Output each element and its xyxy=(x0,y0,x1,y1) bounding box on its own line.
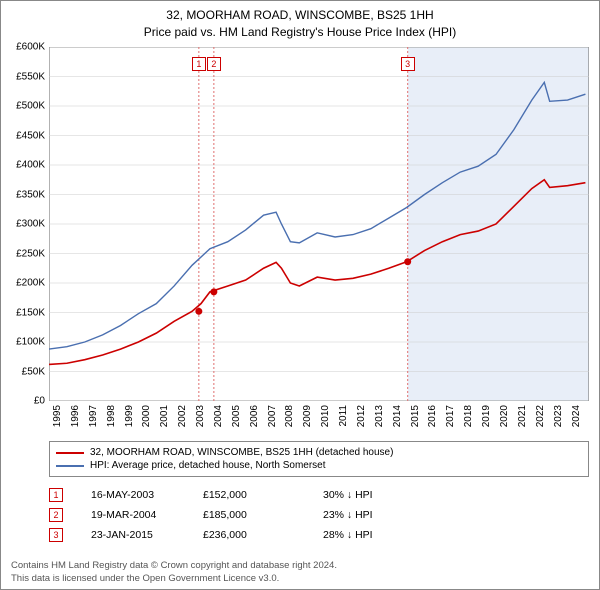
y-tick-label: £400K xyxy=(16,160,45,171)
x-tick-label: 2016 xyxy=(427,405,438,427)
x-tick-label: 1997 xyxy=(88,405,99,427)
sales-table: 1 16-MAY-2003 £152,000 30% ↓ HPI 2 19-MA… xyxy=(49,485,443,545)
legend-row-hpi: HPI: Average price, detached house, Nort… xyxy=(56,459,582,472)
legend-label: HPI: Average price, detached house, Nort… xyxy=(90,460,326,471)
sale-date: 23-JAN-2015 xyxy=(63,529,203,541)
x-tick-label: 2023 xyxy=(553,405,564,427)
title-subtitle: Price paid vs. HM Land Registry's House … xyxy=(1,24,599,41)
sale-price: £152,000 xyxy=(203,489,323,501)
y-tick-label: £0 xyxy=(34,396,45,407)
x-tick-label: 1995 xyxy=(52,405,63,427)
title-address: 32, MOORHAM ROAD, WINSCOMBE, BS25 1HH xyxy=(1,7,599,24)
x-tick-label: 1999 xyxy=(124,405,135,427)
y-tick-label: £550K xyxy=(16,71,45,82)
y-tick-label: £250K xyxy=(16,248,45,259)
x-tick-label: 2001 xyxy=(159,405,170,427)
y-tick-label: £50K xyxy=(22,366,45,377)
x-tick-label: 2000 xyxy=(141,405,152,427)
x-tick-label: 2019 xyxy=(481,405,492,427)
chart-svg xyxy=(49,47,589,401)
legend-label: 32, MOORHAM ROAD, WINSCOMBE, BS25 1HH (d… xyxy=(90,447,393,458)
sale-marker-icon: 3 xyxy=(49,528,63,542)
x-tick-label: 2012 xyxy=(356,405,367,427)
x-tick-label: 2014 xyxy=(392,405,403,427)
sale-price: £185,000 xyxy=(203,509,323,521)
x-tick-label: 2006 xyxy=(249,405,260,427)
chart-sale-marker: 3 xyxy=(401,57,415,71)
footer-line2: This data is licensed under the Open Gov… xyxy=(11,573,337,585)
sale-delta: 28% ↓ HPI xyxy=(323,529,443,541)
chart-area: £0£50K£100K£150K£200K£250K£300K£350K£400… xyxy=(49,47,589,401)
x-tick-label: 1998 xyxy=(106,405,117,427)
x-tick-label: 2013 xyxy=(374,405,385,427)
x-tick-label: 2008 xyxy=(284,405,295,427)
x-tick-label: 2024 xyxy=(571,405,582,427)
footer-line1: Contains HM Land Registry data © Crown c… xyxy=(11,560,337,572)
y-tick-label: £500K xyxy=(16,101,45,112)
y-tick-label: £300K xyxy=(16,219,45,230)
chart-container: 32, MOORHAM ROAD, WINSCOMBE, BS25 1HH Pr… xyxy=(0,0,600,590)
x-tick-label: 2022 xyxy=(535,405,546,427)
sale-date: 16-MAY-2003 xyxy=(63,489,203,501)
sale-delta: 30% ↓ HPI xyxy=(323,489,443,501)
sale-date: 19-MAR-2004 xyxy=(63,509,203,521)
sales-row: 2 19-MAR-2004 £185,000 23% ↓ HPI xyxy=(49,505,443,525)
x-tick-label: 2011 xyxy=(338,405,349,427)
sale-marker-icon: 1 xyxy=(49,488,63,502)
sale-price: £236,000 xyxy=(203,529,323,541)
chart-sale-marker: 2 xyxy=(207,57,221,71)
x-tick-label: 2003 xyxy=(195,405,206,427)
y-tick-label: £100K xyxy=(16,337,45,348)
legend: 32, MOORHAM ROAD, WINSCOMBE, BS25 1HH (d… xyxy=(49,441,589,477)
footer: Contains HM Land Registry data © Crown c… xyxy=(11,560,337,585)
y-tick-label: £450K xyxy=(16,130,45,141)
y-tick-label: £200K xyxy=(16,278,45,289)
x-tick-label: 1996 xyxy=(70,405,81,427)
x-tick-label: 2018 xyxy=(463,405,474,427)
y-tick-label: £350K xyxy=(16,189,45,200)
legend-row-property: 32, MOORHAM ROAD, WINSCOMBE, BS25 1HH (d… xyxy=(56,446,582,459)
y-tick-label: £150K xyxy=(16,307,45,318)
x-tick-label: 2017 xyxy=(445,405,456,427)
sales-row: 1 16-MAY-2003 £152,000 30% ↓ HPI xyxy=(49,485,443,505)
legend-line-icon xyxy=(56,452,84,454)
x-tick-label: 2009 xyxy=(302,405,313,427)
x-tick-label: 2010 xyxy=(320,405,331,427)
sales-row: 3 23-JAN-2015 £236,000 28% ↓ HPI xyxy=(49,525,443,545)
x-tick-label: 2002 xyxy=(177,405,188,427)
x-tick-label: 2020 xyxy=(499,405,510,427)
sale-marker-icon: 2 xyxy=(49,508,63,522)
x-tick-label: 2005 xyxy=(231,405,242,427)
legend-line-icon xyxy=(56,465,84,467)
x-tick-label: 2015 xyxy=(410,405,421,427)
x-tick-label: 2004 xyxy=(213,405,224,427)
chart-sale-marker: 1 xyxy=(192,57,206,71)
title-block: 32, MOORHAM ROAD, WINSCOMBE, BS25 1HH Pr… xyxy=(1,1,599,41)
x-tick-label: 2007 xyxy=(267,405,278,427)
x-tick-label: 2021 xyxy=(517,405,528,427)
sale-delta: 23% ↓ HPI xyxy=(323,509,443,521)
y-tick-label: £600K xyxy=(16,42,45,53)
